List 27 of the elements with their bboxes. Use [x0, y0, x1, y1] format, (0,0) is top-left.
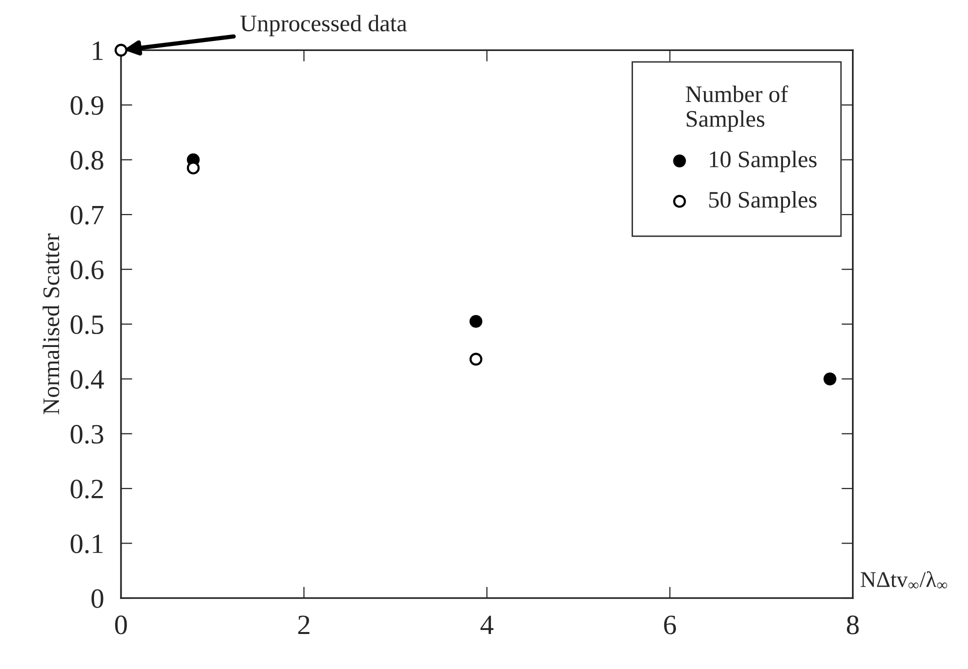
- x-tick-label: 8: [846, 616, 859, 634]
- legend-label: 10 Samples: [710, 150, 817, 172]
- x-tick-label: 0: [115, 616, 127, 634]
- y-tick-label: 0.8: [70, 150, 104, 170]
- annotation: Unprocessed data: [240, 14, 407, 36]
- y-tick-label: 0.6: [70, 260, 104, 280]
- point: [824, 372, 836, 386]
- x-axis-title: NΔtv$_{∞}$/λ$_{∞}$: [860, 571, 948, 588]
- legend-title: Number of Samples: [686, 85, 788, 132]
- point: [114, 44, 128, 57]
- y-tick-label: 0.9: [70, 96, 104, 115]
- x-tick-label: 6: [664, 616, 676, 634]
- point: [470, 314, 482, 328]
- y-tick-label: 0.2: [70, 480, 103, 499]
- point: [186, 162, 200, 174]
- x-tick-label: 4: [480, 616, 494, 634]
- y-tick-label: 0.1: [70, 534, 103, 554]
- y-tick-label: 0.7: [70, 206, 104, 225]
- y-tick-label: 1: [92, 41, 103, 60]
- y-tick-label: 0.5: [70, 315, 104, 334]
- y-tick-label: 0.4: [70, 370, 104, 389]
- legend-label: 50 Samples: [709, 191, 817, 213]
- y-tick-label: 0: [92, 589, 104, 608]
- x-tick-label: 2: [298, 616, 310, 634]
- y-axis-title: Normalised Scatter: [42, 234, 60, 414]
- point: [470, 352, 482, 366]
- y-tick-label: 0.3: [70, 424, 104, 444]
